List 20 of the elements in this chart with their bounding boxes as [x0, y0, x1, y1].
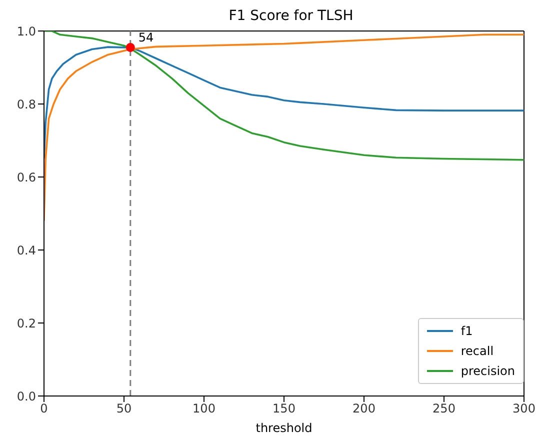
x-tick-label: 250: [432, 402, 456, 416]
y-tick-label: 0.4: [16, 243, 36, 258]
y-tick-label: 0.6: [16, 170, 36, 184]
x-tick-label: 300: [512, 402, 536, 416]
x-tick-label: 0: [40, 402, 48, 416]
y-tick-label: 0.2: [16, 316, 36, 330]
legend-label: recall: [460, 344, 494, 358]
y-tick-label: 1.0: [16, 24, 36, 38]
x-tick-label: 200: [352, 402, 376, 416]
line-series: [44, 34, 524, 222]
annotation: 54: [138, 30, 154, 45]
y-tick-label: 0.8: [16, 97, 36, 112]
x-axis-title: threshold: [256, 421, 312, 435]
x-tick-label: 50: [116, 402, 132, 416]
y-tick-label: 0.0: [16, 389, 36, 404]
x-tick-label: 100: [192, 402, 216, 416]
legend-label: precision: [460, 364, 515, 378]
chart-title: F1 Score for TLSH: [228, 8, 354, 24]
legend-label: f1: [460, 324, 473, 338]
x-tick-label: 150: [272, 402, 296, 416]
